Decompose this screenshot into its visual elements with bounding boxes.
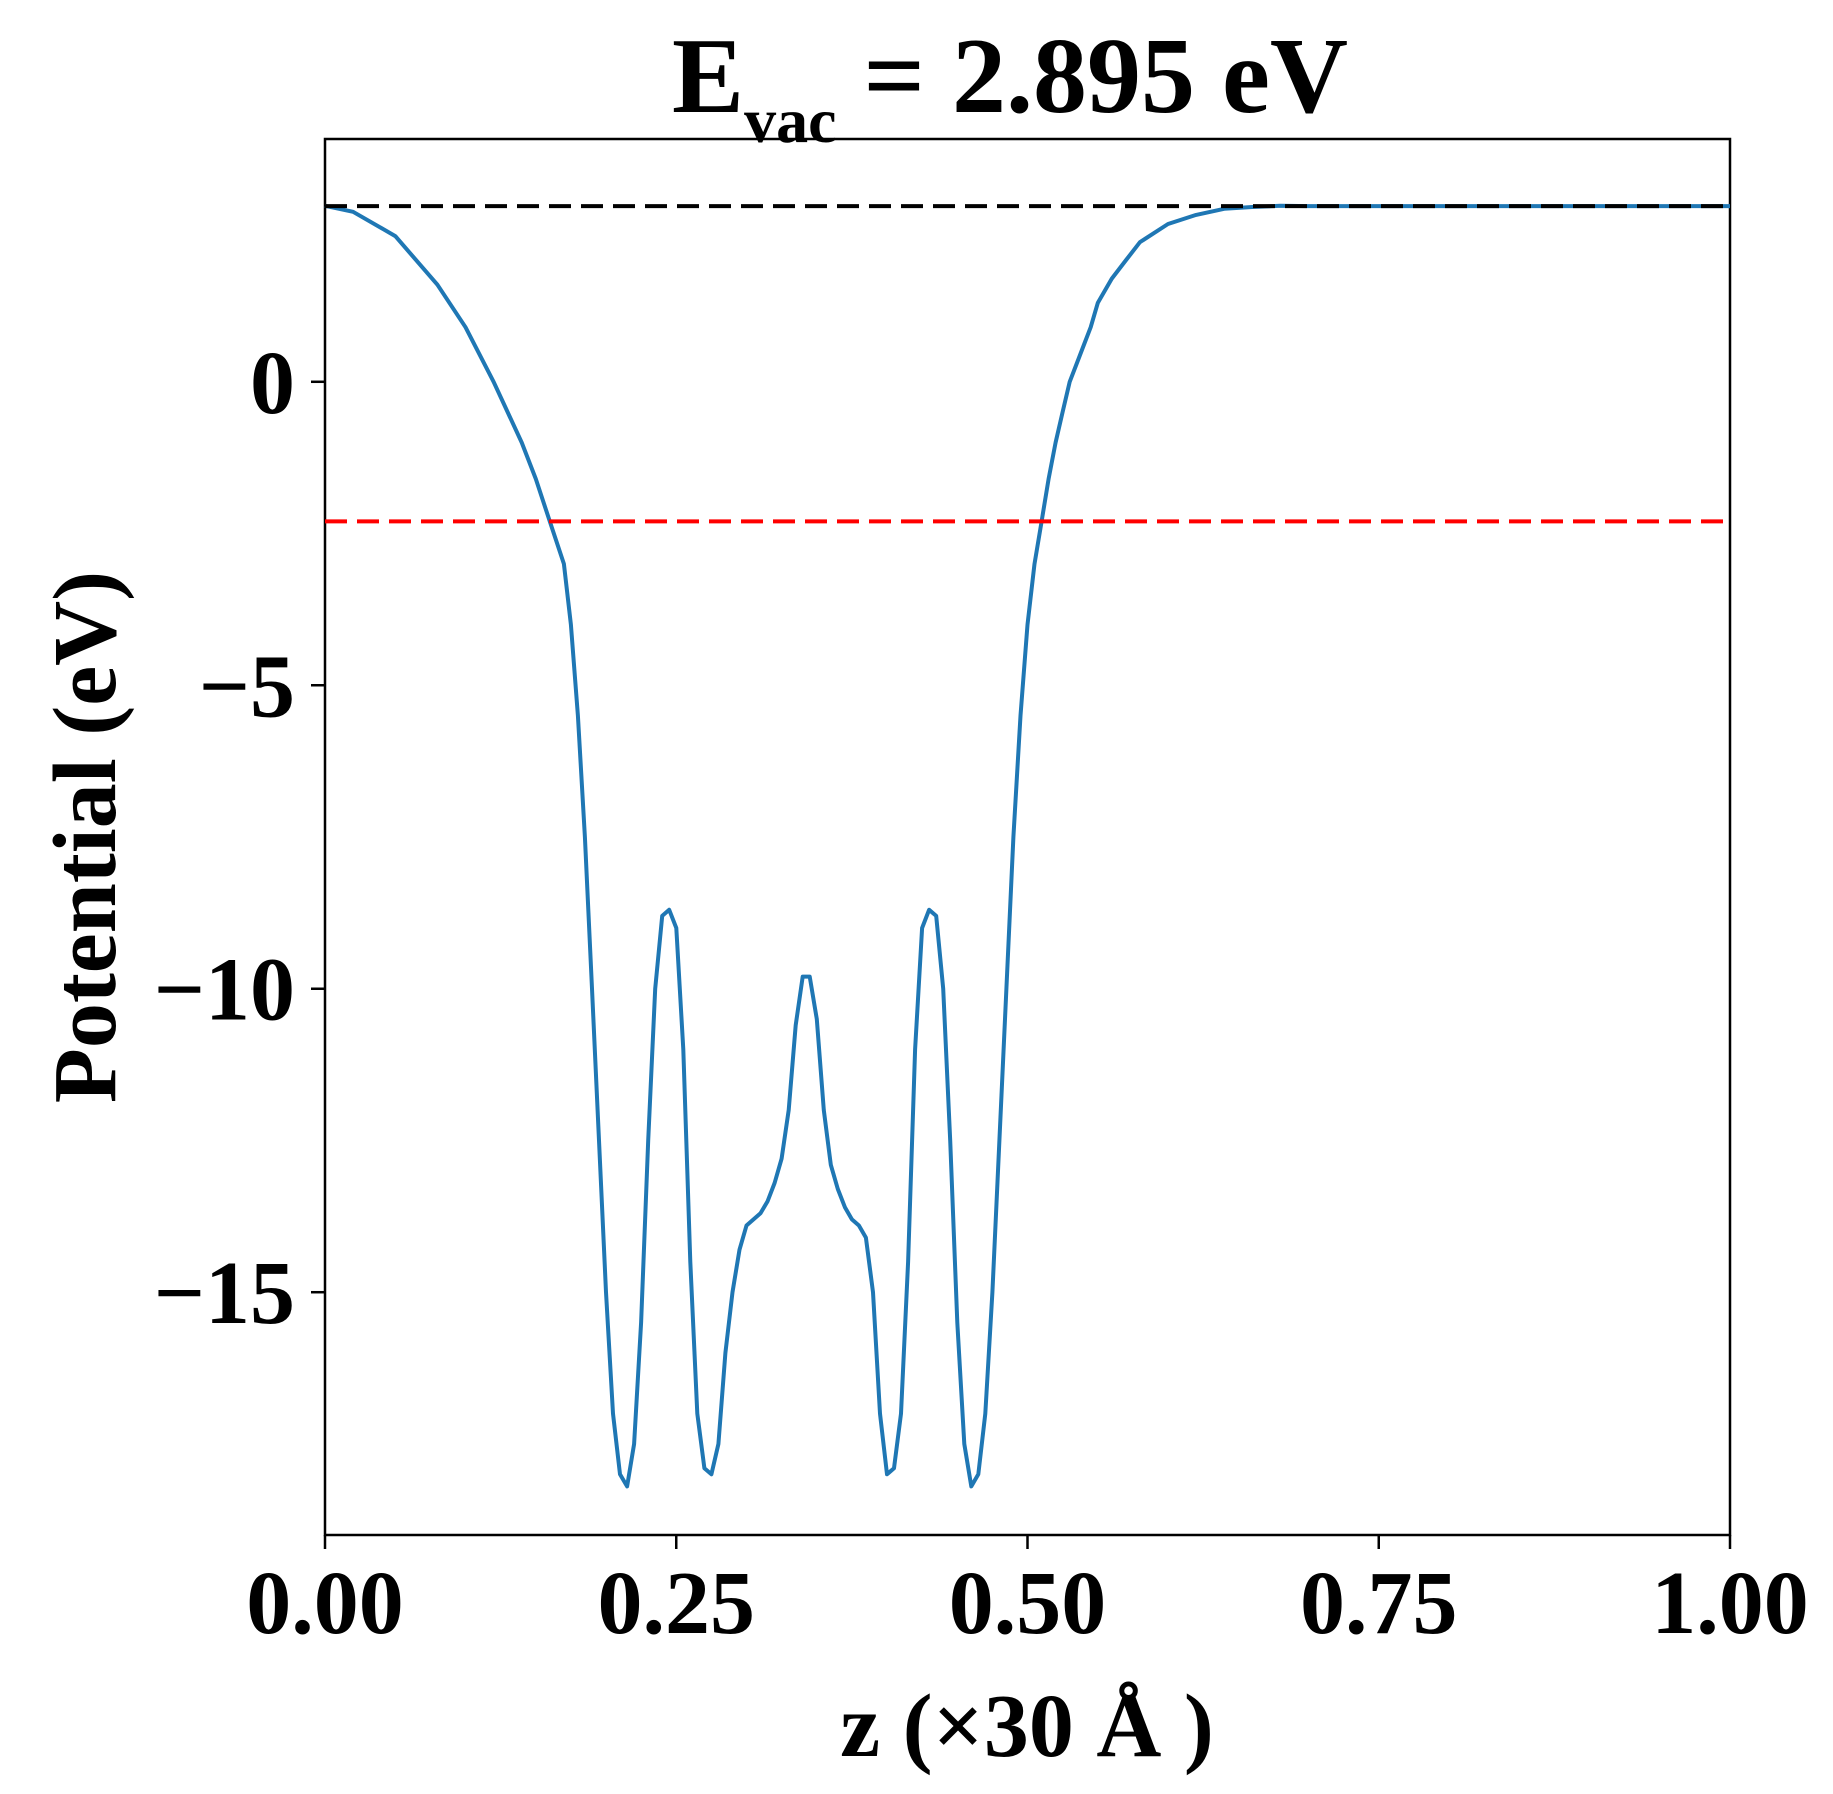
chart-title-suffix: = 2.895 eV <box>836 17 1347 136</box>
x-tick-label: 0.25 <box>598 1554 756 1653</box>
plot-frame <box>323 137 1732 1537</box>
x-tick-label: 1.00 <box>1651 1554 1809 1653</box>
x-tick-label: 0.00 <box>246 1554 404 1653</box>
x-axis-title: z (×30 Å ) <box>840 1677 1214 1776</box>
y-axis-title: Potential (eV) <box>36 571 135 1103</box>
ticks-layer: 0.00 0.25 0.50 0.75 1.00 0 −5 −10 −15 <box>154 334 1809 1653</box>
chart-title-prefix: E <box>672 17 744 136</box>
y-tick-label: −10 <box>154 941 295 1040</box>
y-tick-label: 0 <box>250 334 295 433</box>
x-tick-label: 0.50 <box>949 1554 1107 1653</box>
series-line-planar-averaged-potential <box>324 203 1730 1489</box>
y-tick-label: −15 <box>154 1244 295 1343</box>
x-tick-label: 0.75 <box>1300 1554 1458 1653</box>
chart-title: Evac = 2.895 eV <box>672 17 1348 156</box>
chart-title-subscript: vac <box>744 85 836 156</box>
series-layer <box>324 203 1730 1489</box>
y-tick-label: −5 <box>199 637 295 736</box>
